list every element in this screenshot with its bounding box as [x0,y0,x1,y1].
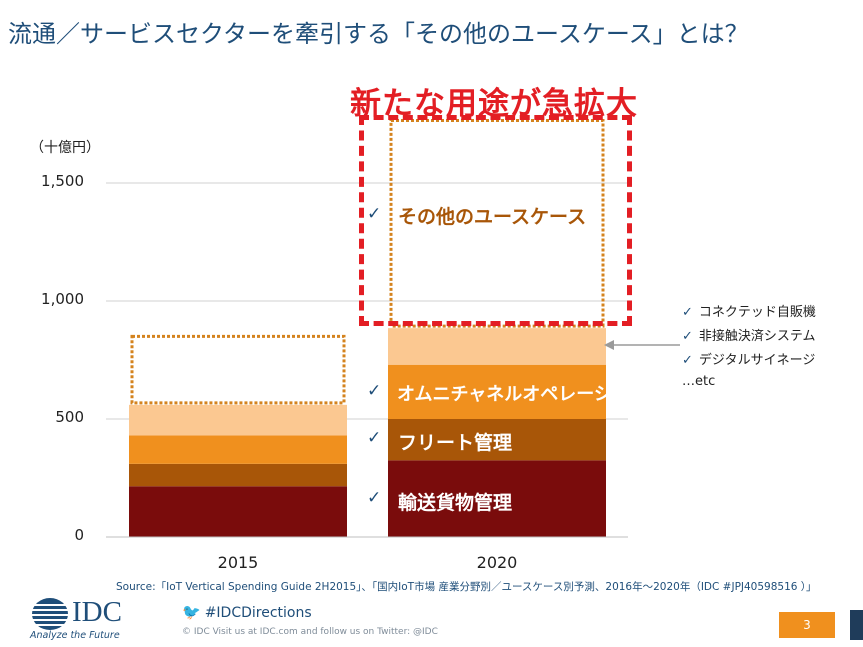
check-icon: ✓ [367,204,382,224]
check-icon: ✓ [682,329,693,344]
footer-accent-bar [850,610,863,640]
note-item: ✓ コネクテッド自販機 [682,301,816,320]
check-icon: ✓ [367,428,382,448]
idc-globe-icon [31,598,69,630]
x-tick-2015: 2015 [217,553,259,572]
arrow-head-icon [604,340,614,350]
check-icon: ✓ [682,353,693,368]
bar-2020-segment-0 [388,460,606,537]
bar-2015-segment-3 [129,404,347,436]
bar-2015-other-dotted [130,334,346,405]
source-citation: Source:「IoT Vertical Spending Guide 2H20… [116,581,817,593]
note-item: ✓ 非接触決済システム [682,325,816,344]
note-text: デジタルサイネージ [698,353,816,368]
twitter-hashtag[interactable]: 🐦 #IDCDirections [182,603,312,621]
note-text: コネクテッド自販機 [698,305,816,320]
bar-2020-other-dotted [389,118,605,328]
y-axis-unit-label: （十億円） [30,140,100,156]
label-transport: 輸送貨物管理 [398,492,513,514]
y-tick-500: 500 [55,408,84,426]
y-tick-0: 0 [74,526,84,544]
check-icon: ✓ [682,305,693,320]
check-icon: ✓ [367,488,382,508]
page-number-badge: 3 [779,612,835,638]
page-title: 流通／サービスセクターを牽引する「その他のユースケース」とは？ [8,20,749,48]
idc-logo-text: IDC [72,596,122,628]
y-tick-1500: 1,500 [41,172,84,190]
bar-2015-segment-0 [129,486,347,537]
label-omni-channel: オムニチャネルオペレーション [397,380,648,406]
hashtag-text: #IDCDirections [204,605,312,621]
twitter-bird-icon: 🐦 [182,603,201,621]
idc-tagline: Analyze the Future [30,630,120,641]
bar-2015-segment-2 [129,435,347,464]
label-other-usecase: その他のユースケース [398,206,587,228]
note-text: 非接触決済システム [698,329,816,344]
bar-2020-segment-1 [388,419,606,461]
check-icon: ✓ [367,381,382,401]
label-fleet: フリート管理 [398,432,513,454]
bar-2020-segment-3 [388,328,606,365]
bar-2020-segment-2 [388,364,606,419]
red-dashed-highlight-box [359,115,632,326]
note-item: ✓ デジタルサイネージ [682,349,815,368]
note-etc: …etc [682,374,716,389]
label-omni-text: オムニチャネルオペレーション [397,384,648,405]
copyright-line: © IDC Visit us at IDC.com and follow us … [182,627,438,637]
y-tick-1000: 1,000 [41,290,84,308]
bar-2015-segment-1 [129,463,347,487]
x-tick-2020: 2020 [476,553,518,572]
